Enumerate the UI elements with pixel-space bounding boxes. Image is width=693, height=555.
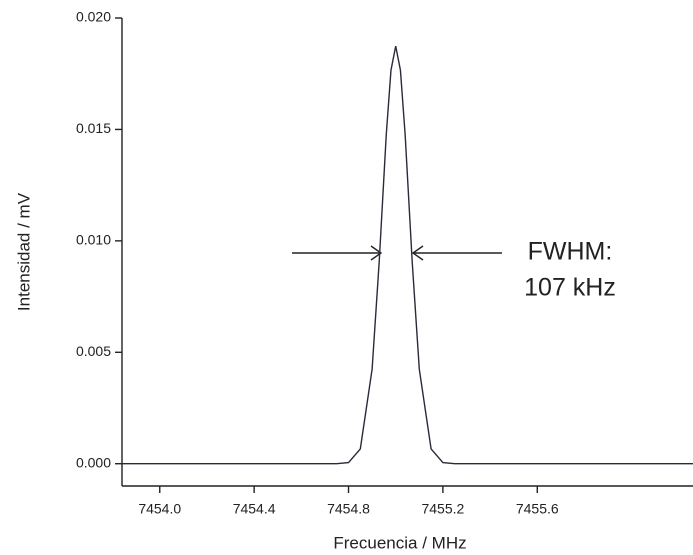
x-tick-label: 7455.2 <box>421 501 464 517</box>
y-tick-label: 0.010 <box>76 232 111 248</box>
y-tick-label: 0.015 <box>76 120 111 136</box>
y-tick-label: 0.000 <box>76 454 111 470</box>
y-axis-label: Intensidad / mV <box>14 192 33 311</box>
fwhm-arrows <box>292 245 502 261</box>
x-axis-label: Frecuencia / MHz <box>333 533 466 552</box>
series-line <box>122 45 693 465</box>
annotation: FWHM: <box>528 238 613 266</box>
y-tick-label: 0.005 <box>76 343 111 359</box>
x-tick-label: 7454.0 <box>138 501 181 517</box>
y-tick-label: 0.020 <box>76 9 111 25</box>
x-tick-label: 7454.8 <box>327 501 370 517</box>
annotation: 107 kHz <box>524 274 616 302</box>
x-tick-label: 7455.6 <box>516 501 559 517</box>
x-tick-label: 7454.4 <box>233 501 276 517</box>
